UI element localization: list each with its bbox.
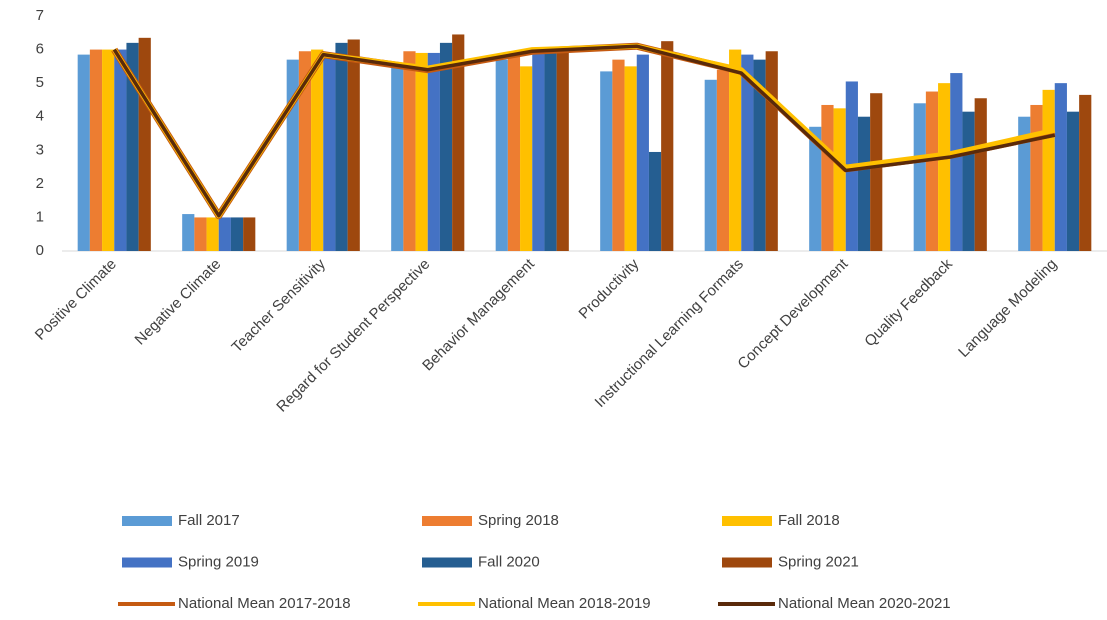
bar (439, 42, 453, 251)
bar (1030, 104, 1043, 251)
bar (126, 42, 139, 251)
bar (636, 54, 649, 251)
bar (729, 49, 742, 252)
bar (624, 66, 637, 251)
bar (102, 49, 115, 252)
bar (765, 51, 778, 251)
bar (532, 49, 545, 252)
bar (323, 52, 336, 251)
legend-swatch (422, 516, 472, 526)
bar (298, 51, 312, 251)
bar (243, 217, 256, 251)
bar (648, 151, 662, 251)
bar (716, 69, 730, 251)
legend-label: National Mean 2018-2019 (478, 595, 651, 612)
bar (974, 98, 987, 251)
bar (311, 49, 324, 252)
bar (194, 217, 207, 251)
bar (544, 49, 557, 252)
bar (1018, 116, 1031, 251)
bar (77, 54, 90, 251)
bar (1066, 111, 1080, 251)
bar (857, 116, 871, 251)
bar (556, 49, 569, 252)
y-tick-label: 3 (36, 141, 44, 158)
legend-label: Fall 2017 (178, 512, 240, 529)
bar (870, 93, 883, 251)
bar (427, 52, 440, 251)
y-tick-label: 5 (36, 74, 44, 91)
x-tick-label: Quality Feedback (861, 255, 956, 350)
x-tick-label: Positive Climate (32, 256, 120, 344)
bar (182, 214, 195, 251)
legend-label: National Mean 2017-2018 (178, 595, 351, 612)
y-tick-label: 4 (36, 108, 44, 125)
y-tick-label: 7 (36, 7, 44, 24)
bar (833, 108, 846, 251)
x-tick-label: Language Modeling (955, 256, 1060, 361)
y-tick-label: 6 (36, 41, 44, 58)
bar (335, 42, 348, 251)
bar (809, 126, 822, 251)
x-tick-label: Teacher Sensitivity (228, 255, 329, 356)
bar (950, 73, 963, 251)
bar (138, 37, 151, 252)
legend-swatch (122, 516, 172, 526)
bar (612, 59, 625, 252)
x-tick-label: Behavior Management (419, 255, 538, 374)
legend-swatch (722, 516, 772, 526)
bar (347, 39, 360, 251)
x-tick-label: Concept Development (734, 255, 852, 373)
x-tick-label: Negative Climate (132, 256, 225, 349)
y-tick-label: 2 (36, 175, 44, 192)
bar (230, 217, 244, 251)
bar (114, 49, 127, 252)
bar (452, 34, 465, 251)
bar (741, 54, 754, 251)
legend-swatch (422, 557, 472, 568)
bar (704, 79, 717, 252)
legend-label: Spring 2018 (478, 512, 559, 529)
bar (938, 83, 951, 252)
legend-label: Fall 2020 (478, 553, 540, 570)
bar (206, 217, 219, 251)
bar (218, 217, 231, 251)
y-tick-label: 0 (36, 242, 44, 259)
bar (925, 91, 939, 252)
bar (403, 51, 416, 251)
bar (286, 59, 299, 252)
line-series (112, 44, 1056, 218)
y-tick-label: 1 (36, 208, 44, 225)
bar (661, 41, 674, 251)
bar (495, 59, 508, 252)
bar (1079, 94, 1092, 252)
bar (600, 71, 613, 252)
bar (1042, 89, 1055, 251)
bar (507, 56, 521, 252)
legend-label: Spring 2019 (178, 553, 259, 570)
bar (753, 59, 766, 252)
bar (821, 104, 834, 251)
bar (1054, 83, 1067, 252)
bar (913, 103, 926, 252)
legend-label: National Mean 2020-2021 (778, 595, 951, 612)
legend-label: Fall 2018 (778, 512, 840, 529)
legend-swatch (722, 557, 772, 568)
bar (415, 52, 428, 251)
legend-label: Spring 2021 (778, 553, 859, 570)
bar (962, 111, 975, 251)
bar (89, 49, 103, 252)
bar (520, 66, 533, 251)
bar (391, 66, 404, 251)
x-tick-label: Productivity (576, 255, 643, 322)
legend-swatch (122, 557, 172, 568)
